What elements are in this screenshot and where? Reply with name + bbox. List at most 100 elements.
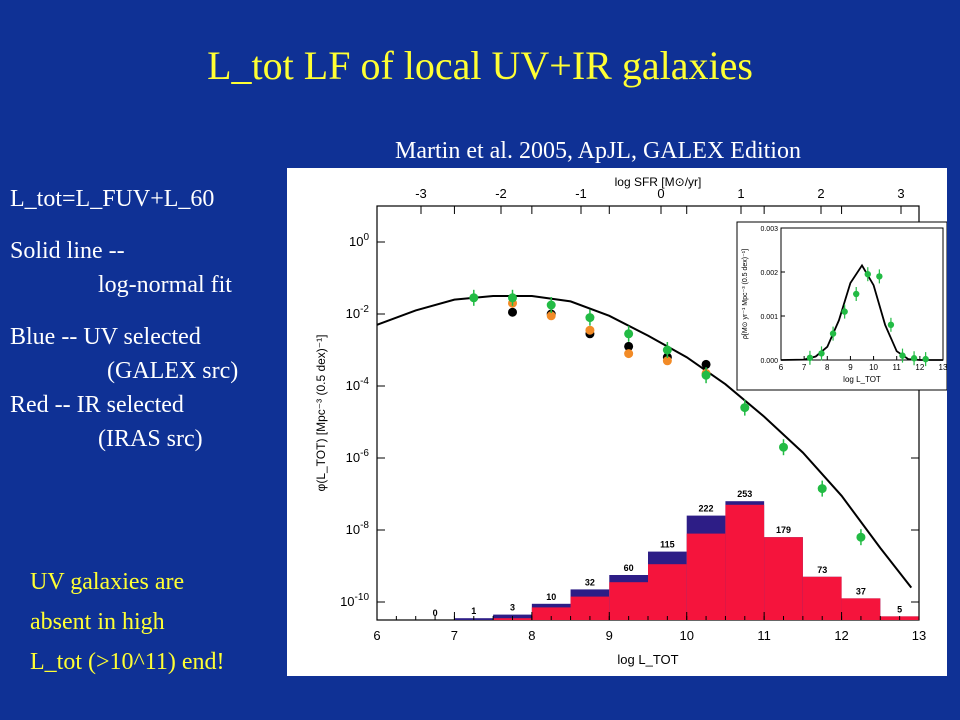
data-point [662,356,672,366]
inset-data-point [922,355,929,363]
x-tick-label: 7 [451,628,458,643]
slide-title: L_tot LF of local UV+IR galaxies [207,43,753,88]
note-galex: (GALEX src) [107,358,239,384]
y-tick-label: 10-6 [346,448,370,465]
data-point [469,293,479,303]
hist-bar-ir [570,596,610,620]
top-tick-label: -3 [415,186,427,201]
inset-fit-line [780,263,943,361]
hist-count-label: 32 [585,577,595,587]
inset-border [780,227,944,361]
fit-line [376,295,913,589]
inset-x-tick-label: 9 [848,363,853,372]
hist-count-label: 1 [471,606,476,616]
hist-count-label: 5 [897,604,902,614]
data-point [817,484,827,494]
x-tick-label: 10 [679,628,693,643]
y-tick-label: 100 [349,232,369,249]
inset-data-point [829,330,837,337]
inset-x-tick-label: 11 [893,363,902,372]
hist-bar-ir [686,533,726,620]
hist-bar-ir [802,576,842,620]
data-point [779,442,788,452]
hist-count-label: 0 [433,608,438,618]
data-point [508,293,517,303]
data-point [546,300,556,310]
y-tick-label: 10-8 [346,520,370,537]
x-tick-label: 13 [912,628,926,643]
note-solid-line: Solid line -- [10,238,125,264]
data-point [856,532,866,542]
data-point [508,307,517,317]
histogram: 0 1 3 10 32 60 115 222 253 179 73 37 5 [433,489,919,620]
hist-count-label: 10 [546,592,556,602]
inset-y-tick-label: 0.000 [760,358,778,365]
inset-x-tick-label: 12 [915,363,924,372]
hist-count-label: 3 [510,603,515,613]
data-point [624,329,634,339]
data-point [740,403,750,413]
inset-background [736,221,948,391]
y-axis-label: φ(L_TOT) [Mpc⁻³ (0.5 dex)⁻¹] [314,335,328,492]
inset-y-tick-label: 0.001 [760,314,778,321]
figure-panel: 0 1 3 10 32 60 115 222 253 179 73 37 5 6 7 8 9 10 11 12 13 l… [287,168,948,676]
inset-y-tick-label: 0.003 [760,226,778,233]
y-tick-exponent: -8 [360,520,369,531]
hist-count-label: 179 [776,525,791,535]
inset-data-point [818,350,825,357]
inset-data-point [864,271,871,278]
inset-y-tick-label: 0.002 [760,270,778,277]
fit-curve [376,295,913,589]
top-tick-label: 1 [737,186,744,201]
inset-data-point [899,352,906,359]
y-tick-label: 10-4 [346,376,370,393]
inset-x-tick-label: 8 [825,363,830,372]
inset-data-point [910,355,918,362]
data-point [585,313,595,323]
y-tick-label: 10-2 [346,304,370,321]
inset-x-tick-label: 6 [779,363,784,372]
hist-count-label: 60 [624,563,634,573]
x-tick-label: 9 [606,628,613,643]
hist-bar-ir [841,598,881,620]
top-tick-label: 3 [897,186,904,201]
note-fit: log-normal fit [98,272,232,298]
y-tick-exponent: -10 [355,592,370,603]
citation: Martin et al. 2005, ApJL, GALEX Edition [395,138,801,164]
inset-data-point [806,354,814,361]
y-tick-exponent: -4 [360,376,369,387]
hist-bar-ir [531,607,571,620]
conclusion-line: UV galaxies are [30,569,185,595]
top-tick-label: 0 [657,186,664,201]
conclusion-line: absent in high [30,609,165,635]
top-tick-label: -2 [495,186,507,201]
x-tick-label: 6 [373,628,380,643]
top-axis-label: log SFR [M⊙/yr] [615,175,702,189]
x-tick-label: 12 [834,628,848,643]
data-point [624,349,634,359]
inset-x-tick-label: 10 [869,363,878,372]
x-axis-label: log L_TOT [617,652,678,667]
data-point [624,341,634,351]
data-point [701,359,711,369]
note-iras: (IRAS src) [98,426,203,452]
inset-x-axis-label: log L_TOT [843,375,881,384]
inset-data-point [853,290,860,298]
y-tick-label: 10-10 [340,592,369,609]
data-point [701,370,711,380]
hist-count-label: 222 [699,504,714,514]
x-tick-label: 11 [757,628,771,643]
top-tick-label: 2 [817,186,824,201]
y-tick-exponent: -6 [360,448,369,459]
inset-data-point [841,308,848,315]
data-point [585,325,595,335]
hist-bar-ir [764,537,803,620]
hist-count-label: 73 [817,565,827,575]
top-tick-label: -1 [575,186,587,201]
data-point [546,311,556,321]
data-point [662,345,672,355]
conclusion-line: L_tot (>10^11) end! [30,649,225,675]
note-definition: L_tot=L_FUV+L_60 [10,186,215,212]
